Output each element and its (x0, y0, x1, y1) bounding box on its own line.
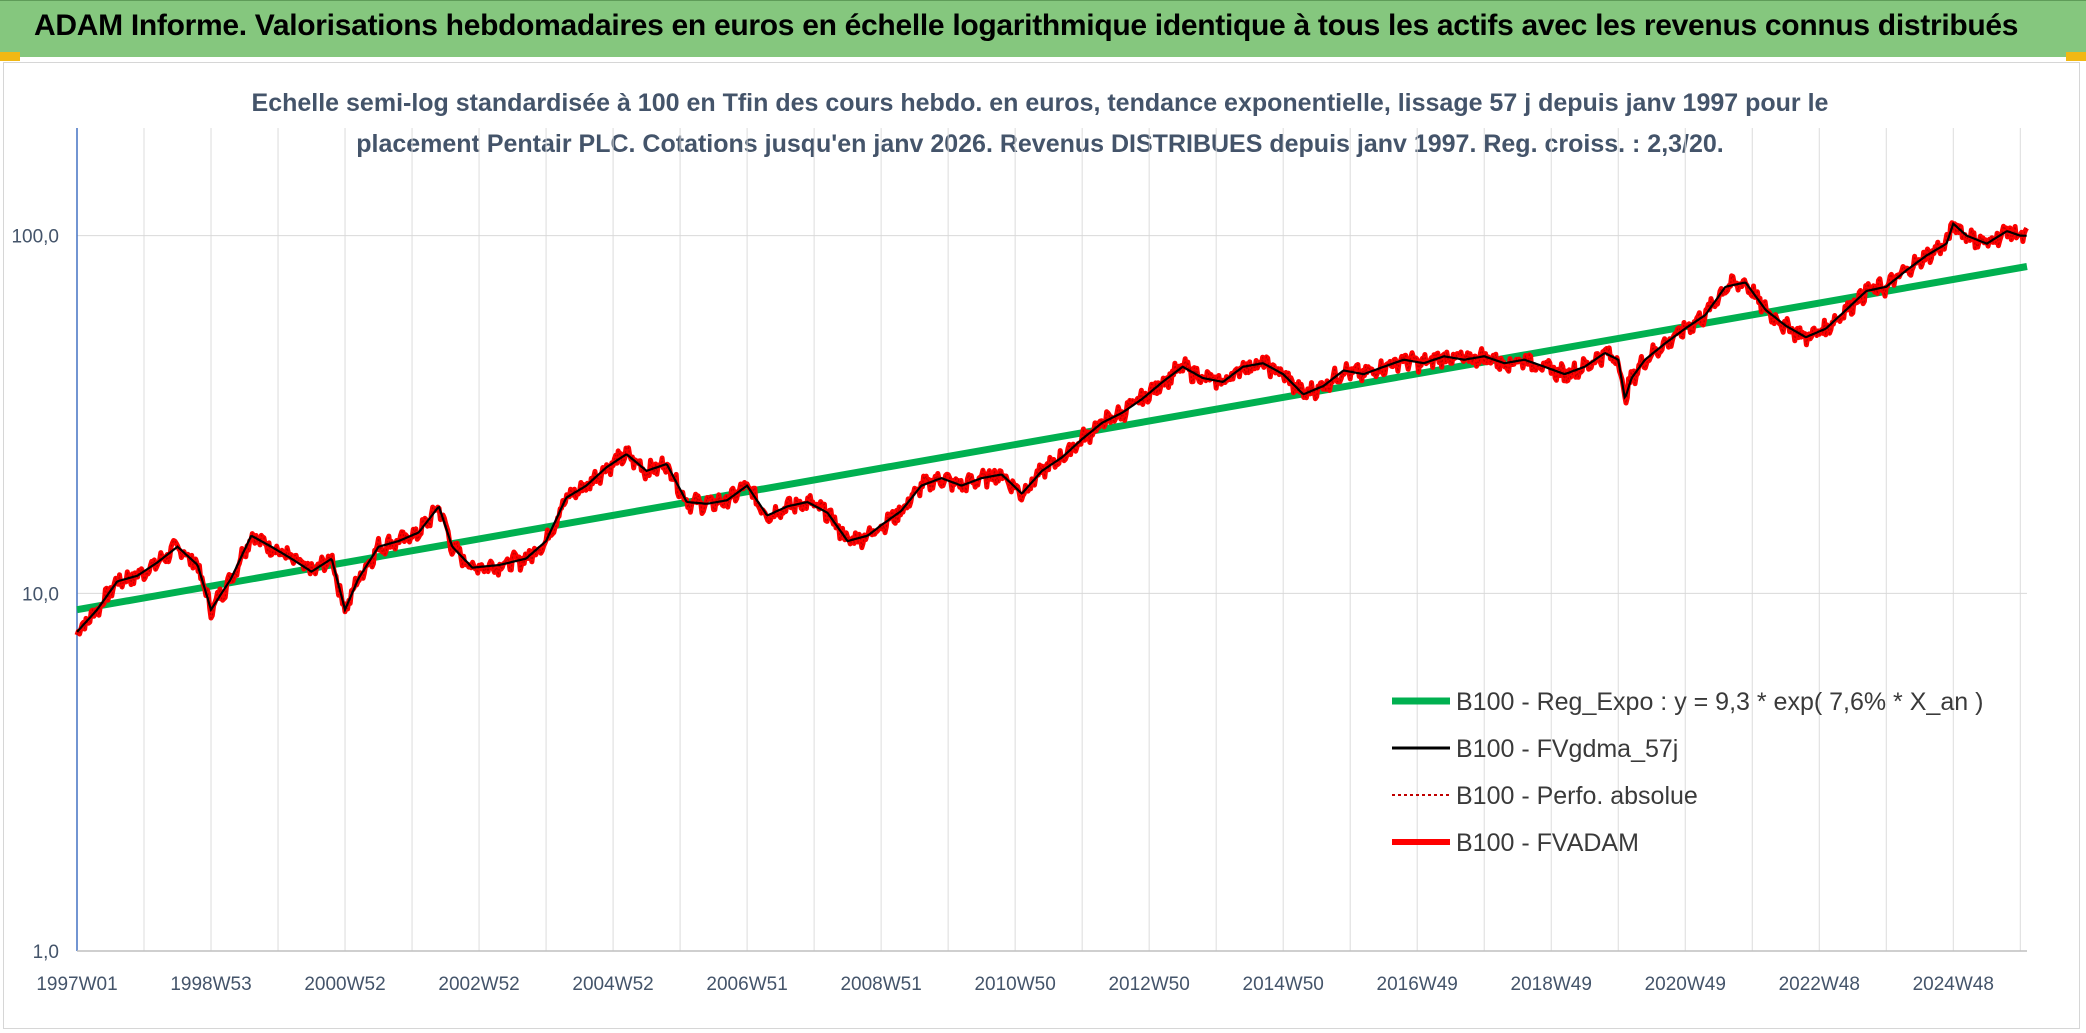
corner-accent-right (2066, 52, 2086, 61)
series-reg-expo (76, 263, 2028, 614)
x-tick-label: 2000W52 (304, 974, 385, 995)
x-tick-label: 2008W51 (840, 974, 921, 995)
grid (76, 128, 2027, 952)
chart-subtitle-line2: placement Pentair PLC. Cotations jusqu'e… (356, 130, 1724, 158)
series-lines (74, 220, 2029, 637)
y-tick-label: 100,0 (11, 227, 59, 248)
series-fvgdma (76, 221, 2027, 633)
x-tick-label: 2010W50 (974, 974, 1055, 995)
axes: 1,0 10,0 100,0 1997W01 1998W53 2000W52 2002W52… (11, 128, 2027, 995)
x-tick-label: 2004W52 (572, 974, 653, 995)
legend-label-smooth: B100 - FVgdma_57j (1456, 735, 1678, 763)
legend-label-dotted: B100 - Perfo. absolue (1456, 782, 1698, 810)
chart-frame (3, 62, 2080, 1029)
x-tick-label: 1998W53 (170, 974, 251, 995)
x-tick-label: 2002W52 (438, 974, 519, 995)
legend-label-main: B100 - FVADAM (1456, 829, 1639, 857)
corner-accent-left (0, 52, 20, 61)
report-title: ADAM Informe. Valorisations hebdomadaire… (34, 9, 2019, 42)
x-tick-label: 2020W49 (1645, 974, 1726, 995)
x-tick-label: 2006W51 (706, 974, 787, 995)
x-tick-label: 2014W50 (1243, 974, 1324, 995)
y-tick-label: 10,0 (22, 584, 59, 605)
x-tick-label: 2016W49 (1377, 974, 1458, 995)
series-perfo-absolue (76, 220, 2028, 636)
legend-label-reg: B100 - Reg_Expo : y = 9,3 * exp( 7,6% * … (1456, 688, 1983, 716)
x-tick-label: 1997W01 (36, 974, 117, 995)
x-tick-label: 2022W48 (1779, 974, 1860, 995)
report-banner: ADAM Informe. Valorisations hebdomadaire… (0, 0, 2086, 57)
chart-subtitle-line1: Echelle semi-log standardisée à 100 en T… (252, 89, 1829, 117)
legend: B100 - Reg_Expo : y = 9,3 * exp( 7,6% * … (1392, 688, 1983, 857)
x-tick-label: 2018W49 (1511, 974, 1592, 995)
x-tick-label: 2012W50 (1108, 974, 1189, 995)
y-tick-label: 1,0 (33, 942, 59, 963)
x-tick-label: 2024W48 (1913, 974, 1994, 995)
